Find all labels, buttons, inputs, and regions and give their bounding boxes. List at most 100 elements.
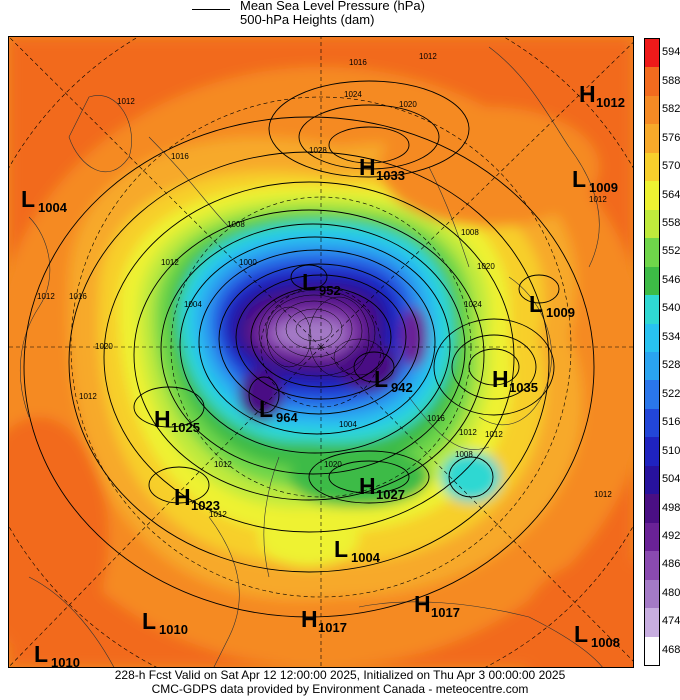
colorbar-label: 510 [662, 444, 680, 457]
isobar-label: 1028 [309, 146, 327, 155]
isobar-label: 1024 [344, 90, 362, 99]
high-pressure-center: H 1012 [579, 81, 625, 110]
footer-valid-time: 228-h Fcst Valid on Sat Apr 12 12:00:00 … [114, 668, 566, 682]
colorbar-label: 570 [662, 160, 680, 173]
colorbar-cell [645, 238, 659, 268]
system-value: 1010 [51, 655, 80, 667]
header-title-line2: 500-hPa Heights (dam) [240, 12, 375, 27]
system-value: 1025 [171, 420, 200, 435]
colorbar-label: 528 [662, 359, 680, 372]
low-pressure-center: L 1010 [142, 608, 188, 637]
system-value: 1009 [589, 180, 618, 195]
weather-map: 1016 1012 1024 1020 1012 1016 1028 1008 1000 1004… [8, 36, 634, 668]
colorbar-label: 564 [662, 188, 680, 201]
isobar-label: 1020 [399, 100, 417, 109]
colorbar-cell [645, 181, 659, 211]
system-letter: H [414, 591, 431, 617]
isobar-label: 1012 [79, 392, 97, 401]
height-field [9, 37, 633, 667]
system-value: 1017 [431, 605, 460, 620]
colorbar-label: 576 [662, 131, 680, 144]
colorbar-label: 534 [662, 330, 680, 343]
colorbar-cell [645, 636, 659, 666]
isobar-label: 1012 [459, 428, 477, 437]
isobar-label: 1012 [117, 97, 135, 106]
isobar-label: 1012 [209, 510, 227, 519]
graticule [9, 37, 633, 667]
system-value: 1009 [546, 305, 575, 320]
system-letter: H [579, 81, 596, 107]
system-letter: L [142, 608, 156, 634]
high-pressure-center: H 1035 [492, 366, 538, 395]
system-letter: L [572, 166, 586, 192]
isobar-label: 1016 [349, 58, 367, 67]
chart-header: Mean Sea Level Pressure (hPa) 500-hPa He… [0, 0, 680, 36]
system-letter: H [359, 473, 376, 499]
system-value: 1027 [376, 487, 405, 502]
system-letter: L [529, 291, 543, 317]
system-letter: H [359, 154, 376, 180]
system-value: 1017 [318, 620, 347, 635]
colorbar-label: 540 [662, 302, 680, 315]
low-core-isobars [258, 289, 385, 378]
colorbar-label: 492 [662, 529, 680, 542]
footer-credit: CMC-GDPS data provided by Environment Ca… [151, 682, 529, 696]
colorbar-cell [645, 408, 659, 438]
system-value: 1012 [596, 95, 625, 110]
colorbar-cell [645, 67, 659, 97]
colorbar-label: 480 [662, 586, 680, 599]
high-pressure-center: H 1017 [301, 606, 347, 635]
isobar-label: 1012 [419, 52, 437, 61]
high-pressure-center: H 1027 [359, 473, 405, 502]
colorbar-cell [645, 95, 659, 125]
isobar-label: 1000 [239, 258, 257, 267]
colorbar-label: 504 [662, 473, 680, 486]
colorbar-label: 516 [662, 416, 680, 429]
coastlines [20, 46, 603, 667]
colorbar-cell [645, 551, 659, 581]
colorbar-label: 498 [662, 501, 680, 514]
high-pressure-center: H 1025 [154, 406, 200, 435]
colorbar-cell [645, 437, 659, 467]
system-value: 1035 [509, 380, 538, 395]
system-value: 1023 [191, 498, 220, 513]
colorbar-cell [645, 209, 659, 239]
isobar-label: 1004 [184, 300, 202, 309]
system-letter: L [259, 396, 273, 422]
colorbar-cell [645, 465, 659, 495]
colorbar-cell [645, 608, 659, 638]
system-value: 952 [319, 283, 341, 298]
high-pressure-center: H 1017 [414, 591, 460, 620]
system-value: 1008 [591, 635, 620, 650]
colorbar-label: 594 [662, 46, 680, 59]
low-pressure-center: L 1009 [572, 166, 618, 195]
isobar-label: 1004 [339, 420, 357, 429]
low-pressure-center: L 942 [374, 366, 413, 395]
system-letter: L [34, 641, 48, 667]
system-letter: H [154, 406, 171, 432]
isobar-labels: 1016 1012 1024 1020 1012 1016 1028 1008 1000 1004… [37, 52, 612, 519]
colorbar-label: 486 [662, 558, 680, 571]
isobar-label: 1008 [227, 220, 245, 229]
low-pressure-center: L 1004 [334, 536, 381, 565]
colorbar-label: 582 [662, 103, 680, 116]
isobar-label: 1012 [594, 490, 612, 499]
isobar-label: 1012 [37, 292, 55, 301]
system-value: 1004 [351, 550, 381, 565]
colorbar-label: 468 [662, 643, 680, 656]
isobar-label: 1008 [461, 228, 479, 237]
low-pressure-center: L 1008 [574, 621, 620, 650]
colorbar-label: 558 [662, 216, 680, 229]
low-pressure-center: L 1004 [21, 186, 68, 215]
system-value: 964 [276, 410, 298, 425]
isobar-label: 1012 [589, 195, 607, 204]
high-pressure-center: H 1023 [174, 484, 220, 513]
isobar-label: 1020 [477, 262, 495, 271]
isobar-label: 1020 [324, 460, 342, 469]
map-canvas: 1016 1012 1024 1020 1012 1016 1028 1008 1000 1004… [9, 37, 633, 667]
colorbar-cell [645, 522, 659, 552]
colorbar-cell [645, 152, 659, 182]
isobar-legend-line [192, 9, 230, 10]
system-letter: H [174, 484, 191, 510]
